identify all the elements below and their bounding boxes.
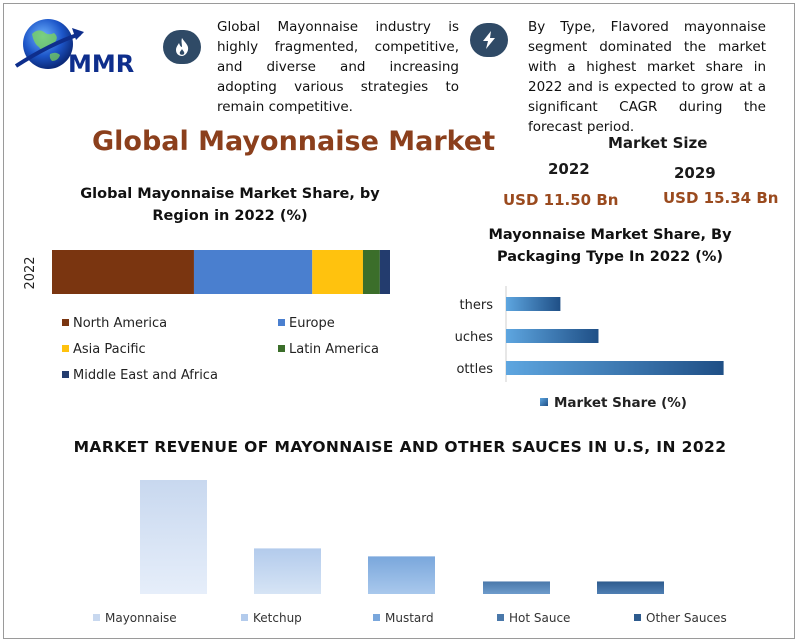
region-legend-swatch-north-america <box>62 319 69 326</box>
region-bar-north-america <box>52 250 194 294</box>
flame-icon-badge <box>163 30 201 64</box>
revenue-legend-swatch-hot-sauce <box>497 614 504 621</box>
region-bar-asia-pacific <box>312 250 363 294</box>
market-size-value-1: USD 11.50 Bn <box>503 191 619 209</box>
packaging-chart-title: Mayonnaise Market Share, By Packaging Ty… <box>488 227 732 265</box>
revenue-chart: Mayonnaise Ketchup Mustard Hot Sauce Other S… <box>93 480 727 625</box>
revenue-legend-swatch-mustard <box>373 614 380 621</box>
revenue-bar-other-sauces <box>597 581 664 594</box>
region-legend-label-asia-pacific: Asia Pacific <box>73 342 146 357</box>
market-size-year-2: 2029 <box>674 164 716 182</box>
revenue-legend-label-other-sauces: Other Sauces <box>646 611 727 625</box>
region-chart-title: Global Mayonnaise Market Share, by Regio… <box>80 186 380 224</box>
revenue-chart-title: MARKET REVENUE OF MAYONNAISE AND OTHER S… <box>73 438 727 456</box>
packaging-legend-swatch <box>540 398 548 406</box>
packaging-chart: thers uches ottles Market Share (%) <box>455 286 724 411</box>
lightning-icon <box>483 31 495 49</box>
revenue-legend-swatch-mayonnaise <box>93 614 100 621</box>
region-legend-label-latin-america: Latin America <box>289 342 379 357</box>
region-legend-swatch-middle-east-and-africa <box>62 371 69 378</box>
infographic-frame <box>3 3 795 639</box>
packaging-legend-label: Market Share (%) <box>554 395 687 411</box>
region-chart: 2022 North America Europe Asia Pacific Lati… <box>23 250 390 383</box>
region-bar-latin-america <box>362 250 380 294</box>
market-size-year-1: 2022 <box>548 160 590 178</box>
revenue-bar-hot-sauce <box>483 581 550 594</box>
page-title: Global Mayonnaise Market <box>92 126 496 157</box>
packaging-bar-pouches <box>506 329 599 343</box>
region-legend-label-europe: Europe <box>289 316 335 331</box>
revenue-bar-mayonnaise <box>140 480 207 594</box>
market-size-value-2: USD 15.34 Bn <box>663 189 779 207</box>
region-legend-label-north-america: North America <box>73 316 167 331</box>
region-legend-swatch-asia-pacific <box>62 345 69 352</box>
packaging-tick-label-pouches: uches <box>455 330 494 345</box>
packaging-bar-others <box>506 297 561 311</box>
region-legend-swatch-latin-america <box>278 345 285 352</box>
region-y-tick-label: 2022 <box>23 256 38 289</box>
packaging-bar-bottles <box>506 361 724 375</box>
region-bar-europe <box>193 250 313 294</box>
region-legend-label-middle-east-and-africa: Middle East and Africa <box>73 368 218 383</box>
revenue-bar-ketchup <box>254 548 321 594</box>
flame-icon <box>176 38 189 56</box>
revenue-bar-mustard <box>368 556 435 594</box>
revenue-legend-label-mayonnaise: Mayonnaise <box>105 611 177 625</box>
lightning-icon-badge <box>470 23 508 57</box>
revenue-legend-label-mustard: Mustard <box>385 611 434 625</box>
logo-text: MMR <box>68 50 134 78</box>
packaging-tick-label-others: thers <box>460 298 494 313</box>
revenue-legend-swatch-other-sauces <box>634 614 641 621</box>
revenue-legend-label-hot-sauce: Hot Sauce <box>509 611 570 625</box>
region-legend-swatch-europe <box>278 319 285 326</box>
region-bar-middle-east-and-africa <box>379 250 390 294</box>
revenue-legend-swatch-ketchup <box>241 614 248 621</box>
packaging-tick-label-bottles: ottles <box>456 362 493 377</box>
mmr-logo: MMR <box>14 19 134 78</box>
feature-2-text: By Type, Flavored mayonnaise segment dom… <box>528 19 766 135</box>
revenue-legend-label-ketchup: Ketchup <box>253 611 302 625</box>
feature-1-text: Global Mayonnaise industry is highly fra… <box>217 19 459 115</box>
market-size-label: Market Size <box>608 134 708 152</box>
